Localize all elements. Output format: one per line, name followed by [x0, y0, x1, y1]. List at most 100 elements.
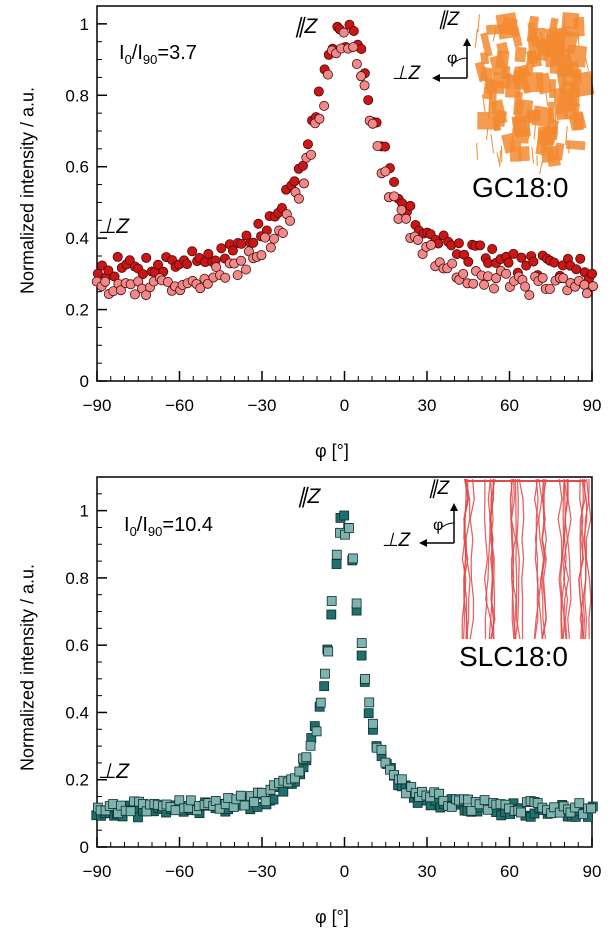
orientation-arrowhead-horizontal: [419, 539, 427, 547]
inset-texture: [474, 28, 478, 48]
inset-texture: [556, 56, 560, 70]
inset-texture: [513, 117, 516, 129]
data-point: [458, 268, 469, 279]
x-tick-label: −30: [248, 396, 277, 415]
chart-panel-slc18: −90 −60 −30 0 30 60 90 0 0.2 0.4 0.6 0.8 1 Normalize…: [0, 467, 611, 934]
data-point: [501, 268, 512, 279]
inset-texture: [520, 100, 524, 121]
inset-fibre: [510, 478, 517, 640]
data-point: [285, 215, 296, 226]
inset-texture: [496, 52, 501, 66]
data-point: [319, 681, 330, 692]
inset-texture: [568, 142, 570, 154]
data-point: [302, 139, 313, 150]
inset-texture: [535, 130, 550, 156]
data-point: [360, 674, 370, 684]
micrograph-inset: [474, 12, 595, 175]
data-point: [376, 744, 387, 755]
data-point: [351, 598, 362, 609]
data-point: [396, 204, 407, 215]
inset-texture: [575, 13, 579, 28]
inset-texture: [577, 32, 580, 46]
data-point: [475, 240, 486, 251]
data-point: [265, 242, 276, 253]
intensity-ratio-label: I0/I90=3.7: [119, 42, 197, 67]
inset-fibre: [514, 478, 521, 640]
data-point: [232, 270, 243, 281]
inset-texture: [561, 87, 566, 103]
inset-texture: [495, 50, 510, 70]
y-tick-label: 0.8: [65, 86, 89, 105]
data-point: [256, 250, 267, 261]
chart-slc18: −90 −60 −30 0 30 60 90 0 0.2 0.4 0.6 0.8 1: [65, 476, 602, 881]
inset-texture: [573, 16, 585, 37]
data-point: [112, 251, 123, 262]
data-point: [236, 238, 247, 249]
data-point: [503, 257, 514, 268]
y-tick-label: 0.4: [65, 229, 89, 248]
inset-texture: [496, 152, 501, 165]
data-point: [235, 790, 246, 801]
inset-texture: [561, 98, 566, 115]
data-point: [405, 200, 416, 211]
x-tick-label: 90: [583, 862, 602, 881]
inset-fibre: [541, 478, 547, 640]
inset-fibre: [533, 478, 540, 640]
data-point: [305, 740, 316, 751]
inset-texture: [482, 77, 495, 100]
inset-texture: [499, 150, 502, 168]
orientation-arrowhead-horizontal: [432, 74, 440, 82]
x-tick-label: −30: [248, 862, 277, 881]
data-point: [299, 178, 310, 189]
inset-texture: [479, 66, 494, 82]
inset-texture: [528, 121, 530, 139]
orientation-angle-arc: [452, 57, 468, 65]
inset-fibre: [485, 478, 492, 640]
inset-texture: [585, 57, 589, 71]
inset-fibre: [557, 478, 563, 640]
inset-texture: [533, 123, 537, 140]
inset-texture: [535, 37, 556, 53]
data-point: [488, 283, 499, 294]
data-point: [129, 289, 140, 300]
data-point: [320, 668, 330, 679]
inset-fibre: [463, 478, 469, 640]
data-point: [344, 523, 354, 534]
inset-fibre: [562, 478, 569, 640]
data-point: [463, 256, 474, 267]
inset-texture: [482, 94, 486, 114]
data-point: [249, 797, 260, 808]
inset-fibre: [483, 478, 489, 640]
inset-texture: [477, 111, 496, 130]
inset-texture: [563, 24, 566, 43]
inset-texture: [571, 71, 595, 98]
data-point: [322, 69, 333, 80]
y-tick-label: 0.2: [65, 771, 89, 790]
inset-angle-label: φ: [447, 50, 458, 67]
data-point: [558, 273, 569, 284]
inset-texture: [490, 99, 508, 125]
data-point: [487, 243, 498, 254]
data-point: [389, 176, 400, 187]
data-point: [220, 272, 231, 283]
data-point: [311, 726, 322, 737]
inset-texture: [549, 79, 556, 98]
data-point: [301, 752, 312, 763]
data-point: [396, 774, 407, 785]
micrograph-inset: [461, 478, 592, 640]
data-point: [549, 802, 560, 813]
inset-perpendicular-z-label: ⊥Z: [382, 530, 411, 551]
data-point: [479, 279, 490, 290]
inset-texture: [518, 67, 531, 95]
inset-perpendicular-z-label: ⊥Z: [392, 63, 421, 84]
inset-texture: [553, 142, 565, 161]
data-point: [586, 803, 597, 814]
inset-fibre: [578, 478, 585, 640]
data-point: [363, 708, 374, 719]
data-point: [482, 804, 493, 815]
inset-texture: [538, 50, 549, 62]
data-point: [412, 234, 423, 245]
intensity-ratio-label: I0/I90=10.4: [124, 514, 213, 539]
inset-texture: [575, 95, 578, 108]
data-point: [181, 259, 192, 270]
